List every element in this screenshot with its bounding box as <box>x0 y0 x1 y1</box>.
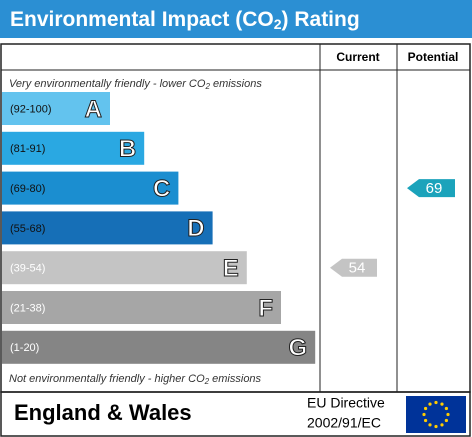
rating-arrow <box>407 179 455 198</box>
rating-arrow <box>330 258 377 277</box>
note-sub: 2 <box>204 377 210 386</box>
region: England & Wales <box>14 400 192 425</box>
title-text: Environmental Impact (CO <box>10 8 274 31</box>
note-text: emissions <box>209 373 261 385</box>
band-letter: C <box>153 175 170 202</box>
star <box>428 423 432 427</box>
title: Environmental Impact (CO2) Rating <box>10 8 360 32</box>
band-range: (1-20) <box>10 342 39 354</box>
band-letter: G <box>289 335 308 362</box>
band-bar <box>2 131 145 165</box>
column-header: Potential <box>408 50 459 64</box>
star <box>424 418 428 423</box>
title-text: ) Rating <box>282 8 360 31</box>
star <box>428 402 432 406</box>
band-letter: D <box>187 215 204 242</box>
band-bar <box>2 92 110 125</box>
footer-frame <box>0 391 471 437</box>
note-sub: 2 <box>204 82 210 91</box>
title-sub: 2 <box>274 16 282 32</box>
eu-stars <box>422 400 450 429</box>
rating-value: 54 <box>349 260 366 277</box>
band-bar <box>2 330 316 364</box>
band-bar <box>2 291 281 324</box>
star <box>440 402 444 406</box>
bottom-note: Not environmentally friendly - higher CO… <box>9 373 262 386</box>
band-range: (55-68) <box>10 223 45 235</box>
note-text: emissions <box>210 78 262 90</box>
top-note: Very environmentally friendly - lower CO… <box>9 78 262 91</box>
band-bar <box>2 171 179 205</box>
star <box>434 400 438 405</box>
band-letter: E <box>223 255 239 282</box>
star <box>424 406 428 411</box>
note-text: Not environmentally friendly - higher CO <box>9 373 205 385</box>
band-letter: A <box>85 96 102 123</box>
directive: EU Directive <box>307 395 385 411</box>
band-range: (21-38) <box>10 302 45 314</box>
star <box>446 412 450 417</box>
star <box>422 412 426 417</box>
star <box>434 424 438 429</box>
band-bar <box>2 211 213 245</box>
star <box>444 406 448 411</box>
band-range: (81-91) <box>10 143 45 155</box>
band-range: (92-100) <box>10 103 52 115</box>
star <box>440 423 444 427</box>
note-text: Very environmentally friendly - lower CO <box>9 78 206 90</box>
column-header: Current <box>336 50 379 64</box>
band-letter: B <box>119 136 136 163</box>
rating-value: 69 <box>426 180 443 197</box>
band-range: (39-54) <box>10 263 45 275</box>
band-range: (69-80) <box>10 183 45 195</box>
star <box>444 418 448 423</box>
title-bar <box>0 0 472 38</box>
band-bar <box>2 251 247 285</box>
band-letter: F <box>258 295 273 322</box>
directive: 2002/91/EC <box>307 415 381 431</box>
